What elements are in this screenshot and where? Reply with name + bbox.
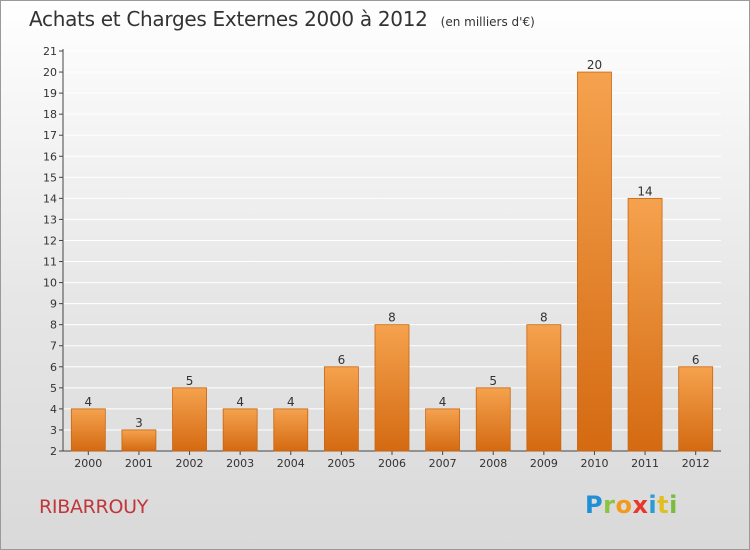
bar [678,366,714,452]
y-tick-label: 19 [43,87,57,100]
chart-subtitle: (en milliers d'€) [440,15,535,29]
bar [70,408,106,452]
y-tick-label: 13 [43,213,57,226]
y-tick-label: 12 [43,234,57,247]
y-tick-label: 11 [43,256,57,269]
bar [475,387,511,452]
data-label: 8 [540,311,548,325]
x-tick-label: 2009 [530,457,558,470]
y-tick-label: 21 [43,45,57,58]
x-tick-label: 2010 [580,457,608,470]
y-tick-label: 2 [50,445,57,458]
bar [526,324,562,452]
commune-name: RIBARROUY [39,496,149,518]
y-tick-label: 9 [50,298,57,311]
data-label: 4 [236,395,244,409]
proxiti-logo[interactable]: Proxiti [585,491,678,519]
x-tick-label: 2012 [682,457,710,470]
data-label: 4 [287,395,295,409]
data-label: 4 [84,395,92,409]
bar [222,408,258,452]
x-tick-label: 2006 [378,457,406,470]
y-tick-label: 17 [43,129,57,142]
bar [273,408,309,452]
bar [374,324,410,452]
y-tick-label: 5 [50,382,57,395]
data-label: 6 [338,353,346,367]
y-tick-label: 14 [43,192,57,205]
x-tick-label: 2008 [479,457,507,470]
bar [323,366,359,452]
data-labels: 4 3 5 4 4 6 8 4 5 8 20 14 6 [84,58,699,430]
data-label: 6 [692,353,700,367]
y-tick-label: 7 [50,340,57,353]
x-tick-label: 2003 [226,457,254,470]
axes: 2 3 4 5 6 7 8 9 10 11 12 13 14 15 16 17 18 19 20 21 2000 2001… [43,45,721,470]
x-tick-label: 2011 [631,457,659,470]
y-tick-label: 18 [43,108,57,121]
y-tick-label: 6 [50,361,57,374]
data-label: 4 [439,395,447,409]
data-label: 3 [135,416,143,430]
x-tick-label: 2004 [277,457,305,470]
y-tick-label: 10 [43,277,57,290]
bar [627,197,663,452]
y-tick-label: 8 [50,319,57,332]
bar [121,429,157,452]
data-label: 14 [637,184,652,198]
bar [172,387,207,452]
bar [577,71,612,452]
chart-title: Achats et Charges Externes 2000 à 2012 [29,7,428,31]
x-tick-label: 2002 [176,457,204,470]
title-row: Achats et Charges Externes 2000 à 2012 (… [29,7,535,31]
y-tick-label: 3 [50,424,57,437]
data-label: 5 [489,374,497,388]
bars [70,71,714,452]
y-tick-label: 20 [43,66,57,79]
x-tick-label: 2005 [327,457,355,470]
data-label: 8 [388,311,396,325]
bar [425,408,461,452]
x-tick-label: 2000 [74,457,102,470]
x-tick-label: 2007 [429,457,457,470]
data-label: 20 [587,58,602,72]
data-label: 5 [186,374,194,388]
x-tick-label: 2001 [125,457,153,470]
y-tick-label: 16 [43,150,57,163]
y-tick-label: 15 [43,171,57,184]
y-tick-label: 4 [50,403,57,416]
